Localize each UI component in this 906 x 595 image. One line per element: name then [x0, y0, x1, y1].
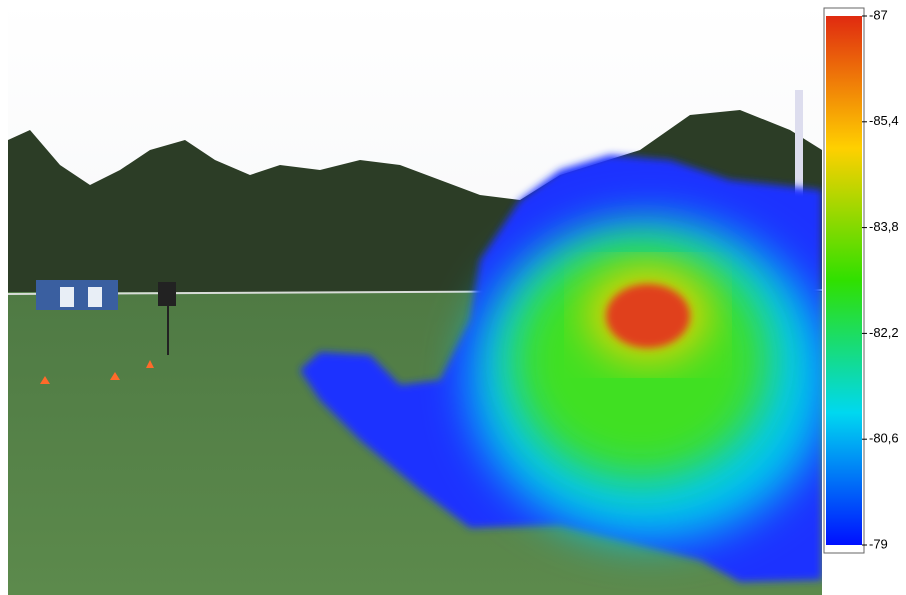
colorbar-tick-label: -85,4	[869, 113, 899, 128]
colorbar-tick-label: -82,2	[869, 325, 899, 340]
colorbar-tick-label: -87	[869, 7, 888, 22]
colorbar-tick-label: -80,6	[869, 431, 899, 446]
colorbar-tick-label: -83,8	[869, 219, 899, 234]
colorbar-tick-label: -79	[869, 536, 888, 551]
colorbar-scale	[826, 16, 862, 545]
colorbar: -87 -85,4 -83,8 -82,2 -80,6 -79	[823, 7, 899, 554]
heatmap-overlay	[300, 155, 822, 582]
